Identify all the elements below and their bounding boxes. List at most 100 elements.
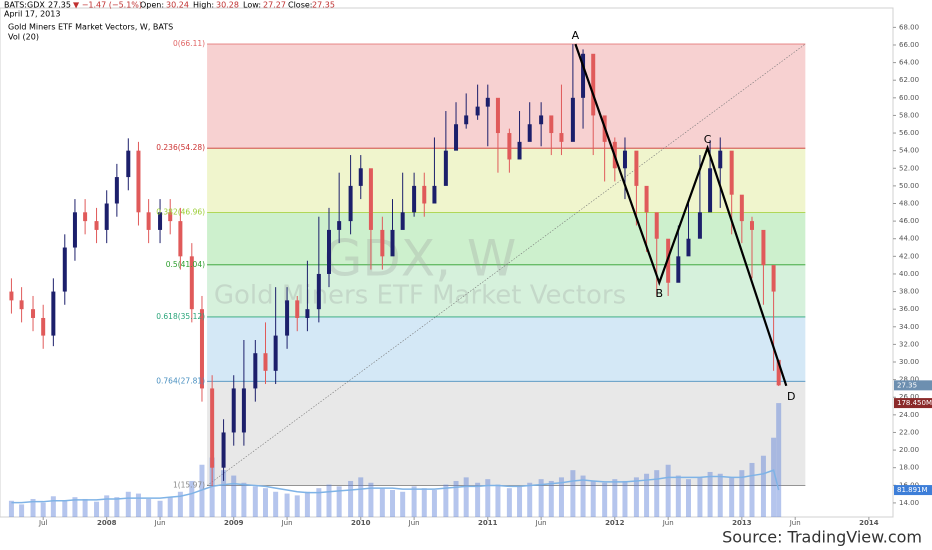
y-tick-label: 42.00 xyxy=(899,252,919,260)
y-tick-label: 34.00 xyxy=(899,323,919,331)
y-tick-label: 48.00 xyxy=(899,199,919,207)
x-tick-label: 2013 xyxy=(732,519,752,527)
volume-bar xyxy=(316,488,322,517)
volume-bar xyxy=(538,479,544,517)
volume-bar xyxy=(241,482,247,517)
y-tick-label: 46.00 xyxy=(899,217,919,225)
close-label: Close: xyxy=(288,1,313,10)
volume-bar xyxy=(475,482,481,517)
low: 27.27 xyxy=(263,1,286,10)
source: Source: TradingView.com xyxy=(722,528,922,547)
volume-bar xyxy=(400,491,406,517)
y-tick-label: 30.00 xyxy=(899,358,919,366)
fib-label: 0.5(41.04) xyxy=(166,260,205,269)
candle-body xyxy=(273,335,278,371)
y-tick-label: 66.00 xyxy=(899,41,919,49)
fib-band xyxy=(207,381,806,486)
volume-bar xyxy=(72,497,78,517)
x-tick-label: 2011 xyxy=(478,519,498,527)
x-tick-label: Jun xyxy=(281,519,293,527)
x-tick-label: Jun xyxy=(662,519,674,527)
candle-body xyxy=(263,353,268,371)
candle-body xyxy=(750,221,754,230)
candle-body xyxy=(94,221,99,230)
x-tick-label: Jun xyxy=(535,519,547,527)
candle-body xyxy=(337,221,342,230)
candle-body xyxy=(718,150,723,169)
watermark: GDX, W xyxy=(324,230,517,288)
y-tick-label: 68.00 xyxy=(899,23,919,31)
fib-band xyxy=(207,316,806,382)
candle-body xyxy=(454,124,459,151)
fib-label: 0(66.11) xyxy=(173,39,205,48)
candle-body xyxy=(581,53,586,98)
candle-body xyxy=(168,212,173,222)
candle-body xyxy=(507,133,512,160)
candle-body xyxy=(634,150,639,186)
volume-bar xyxy=(326,484,332,517)
volume-bar xyxy=(675,475,681,517)
y-tick-label: 64.00 xyxy=(899,59,919,67)
x-tick-label: 2012 xyxy=(605,519,625,527)
volume-bar xyxy=(558,477,564,517)
volume-bar xyxy=(548,480,554,517)
last-price-label: 27.35 xyxy=(897,381,917,389)
candle-body xyxy=(539,115,544,125)
volume-bar xyxy=(685,479,691,517)
fib-band xyxy=(207,212,806,265)
volume-bar xyxy=(157,500,163,517)
volume-bar xyxy=(654,470,660,517)
change: ▼ −1.47 (−5.1%) xyxy=(73,1,142,10)
volume-bar xyxy=(760,455,766,517)
candle-body xyxy=(9,291,14,301)
study-label: Vol (20) xyxy=(8,33,39,42)
volume-bar xyxy=(231,475,237,517)
volume-bar xyxy=(771,437,777,517)
candle-body xyxy=(316,273,321,310)
candle-body xyxy=(231,388,236,433)
volume-bar xyxy=(40,502,46,517)
open: 30.24 xyxy=(166,1,189,10)
pattern-label: B xyxy=(655,287,663,300)
fib-band xyxy=(207,44,806,149)
candle-body xyxy=(654,212,659,239)
candle-body xyxy=(62,247,67,292)
y-tick-label: 18.00 xyxy=(899,464,919,472)
candle-body xyxy=(776,359,781,386)
fib-label: 0.764(27.81) xyxy=(156,376,205,385)
volume-ma-last-label: 81.891M xyxy=(897,486,928,494)
date: April 17, 2013 xyxy=(4,10,60,19)
y-tick-label: 24.00 xyxy=(899,411,919,419)
high-label: High: xyxy=(193,1,214,10)
volume-bar xyxy=(348,480,354,517)
candle-body xyxy=(412,185,417,213)
last-price-label-box xyxy=(894,380,932,391)
candle-body xyxy=(485,97,490,107)
symbol: BATS:GDX xyxy=(4,1,45,10)
candle-body xyxy=(368,168,373,230)
volume-bar xyxy=(612,479,618,517)
y-tick-label: 62.00 xyxy=(899,76,919,84)
volume-bar xyxy=(50,496,56,517)
volume-bar xyxy=(517,486,523,517)
candle-body xyxy=(761,229,766,266)
pattern-label: D xyxy=(787,390,795,403)
candle-body xyxy=(464,115,469,125)
volume-bar xyxy=(729,477,735,517)
y-tick-label: 38.00 xyxy=(899,288,919,296)
x-tick-label: Jun xyxy=(408,519,420,527)
candle-body xyxy=(199,309,204,389)
y-tick-label: 52.00 xyxy=(899,164,919,172)
volume-bar xyxy=(104,495,110,517)
volume-bar xyxy=(135,493,141,517)
volume-bar xyxy=(189,480,195,517)
volume-bar xyxy=(336,486,342,517)
candle-body xyxy=(739,194,744,222)
high: 30.28 xyxy=(216,1,239,10)
volume-bar xyxy=(570,470,576,517)
candle-body xyxy=(400,212,405,230)
volume-bar xyxy=(431,489,437,517)
y-tick-label: 26.00 xyxy=(899,393,919,401)
y-tick-label: 20.00 xyxy=(899,446,919,454)
volume-bar xyxy=(506,488,512,517)
